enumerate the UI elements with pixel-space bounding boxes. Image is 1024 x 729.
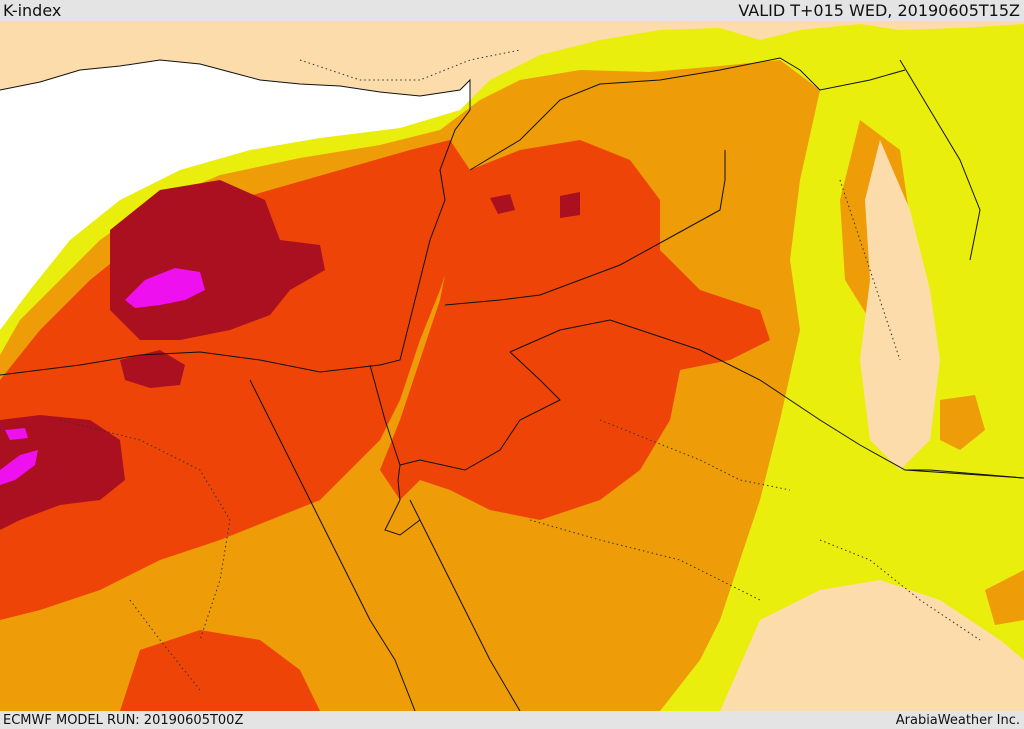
- band-dark-red-small: [120, 350, 185, 388]
- borders: [0, 57, 1024, 711]
- patch-light-southeast: [720, 580, 1024, 711]
- k-index-map: [0, 21, 1024, 711]
- sea-mediterranean: [0, 60, 470, 345]
- dotted-boundary-1: [59, 419, 231, 641]
- header-bar: K-index VALID T+015 WED, 20190605T15Z: [0, 0, 1024, 21]
- border-red-sea-coast: [249, 379, 416, 711]
- coastline-north: [0, 59, 471, 376]
- dotted-boundary-2: [529, 519, 761, 601]
- band-magenta-west: [0, 428, 38, 485]
- model-run: ECMWF MODEL RUN: 20190605T00Z: [3, 712, 244, 728]
- valid-time: VALID T+015 WED, 20190605T15Z: [738, 1, 1020, 20]
- dotted-boundary-7: [129, 599, 201, 691]
- border-aqaba-coast: [409, 499, 521, 711]
- band-magenta-north: [125, 268, 205, 308]
- band-dark-red-west: [0, 415, 125, 530]
- internal-boundaries: [59, 49, 981, 691]
- band-dark-red-patch-1: [490, 194, 515, 214]
- border-jordan: [509, 319, 1024, 479]
- band-orange-southeast: [985, 570, 1024, 625]
- map-title: K-index: [3, 1, 62, 20]
- footer-bar: ECMWF MODEL RUN: 20190605T00Z ArabiaWeat…: [0, 711, 1024, 729]
- band-orange-east-2: [940, 395, 985, 450]
- band-red-orange-east: [380, 140, 770, 520]
- border-jordan-saudi: [399, 351, 561, 471]
- border-sinai: [369, 364, 421, 536]
- band-red-orange-south: [120, 630, 320, 711]
- credit: ArabiaWeather Inc.: [895, 712, 1020, 728]
- border-iraq-east: [899, 59, 981, 261]
- border-kuwait: [905, 469, 1024, 479]
- dotted-boundary-5: [299, 49, 521, 81]
- band-dark-red-patch-2: [560, 192, 580, 218]
- patch-light-east: [860, 140, 940, 470]
- dotted-boundary-6: [839, 179, 901, 361]
- border-syria-iraq: [469, 57, 906, 171]
- border-saudi-north: [444, 150, 726, 306]
- dotted-boundary-4: [819, 539, 981, 641]
